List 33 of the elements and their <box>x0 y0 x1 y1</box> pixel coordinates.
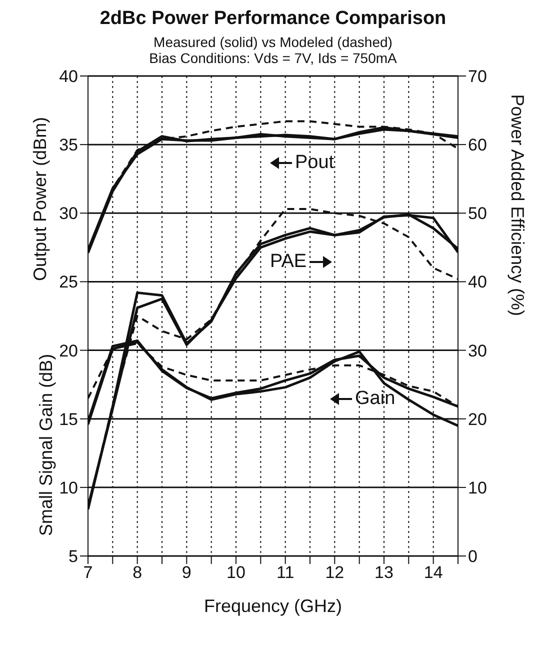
y-tick-label: 10 <box>59 478 78 498</box>
text: Small Signal Gain (dB) <box>36 354 57 536</box>
y2-tick-label: 70 <box>468 67 487 86</box>
y-tick-label: 5 <box>68 547 78 566</box>
x-tick-label: 11 <box>276 563 294 582</box>
y-tick-label: 20 <box>59 341 78 360</box>
chart-title: 2dBc Power Performance Comparison <box>98 8 448 30</box>
y2-tick-label: 60 <box>468 136 487 155</box>
y-tick-label: 30 <box>59 204 78 224</box>
annotation: Pout <box>295 152 334 174</box>
x-tick-label: 13 <box>374 563 394 582</box>
y2-tick-label: 30 <box>468 341 487 360</box>
y-tick-label: 40 <box>59 67 78 86</box>
x-tick-label: 10 <box>226 563 246 582</box>
x-tick-label: 9 <box>182 563 192 582</box>
y-tick-label: 15 <box>59 410 78 429</box>
x-tick-label: 8 <box>132 563 142 582</box>
annotation: Gain <box>355 388 396 410</box>
y2-tick-label: 0 <box>468 547 478 566</box>
chart-subtitle: Measured (solid) vs Modeled (dashed) Bias Conditions: Vds = 7V, Ids = 750mA <box>148 34 398 66</box>
y2-tick-label: 20 <box>468 410 487 429</box>
y2-axis-title: Power Added Efficiency (%) <box>508 94 528 316</box>
x-tick-label: 14 <box>424 563 443 582</box>
y-axis-title: Output Power (dBm) <box>30 116 51 281</box>
annotation: PAE <box>270 251 307 273</box>
y2-tick-label: 10 <box>468 478 487 498</box>
y-tick-label: 25 <box>59 272 78 292</box>
y-tick-label: 35 <box>59 136 78 155</box>
x-axis-title: Frequency (GHz) <box>204 596 342 616</box>
y2-tick-label: 40 <box>468 272 487 292</box>
x-tick-label: 7 <box>83 563 93 582</box>
y2-tick-label: 50 <box>468 204 487 224</box>
x-tick-label: 12 <box>325 563 344 582</box>
